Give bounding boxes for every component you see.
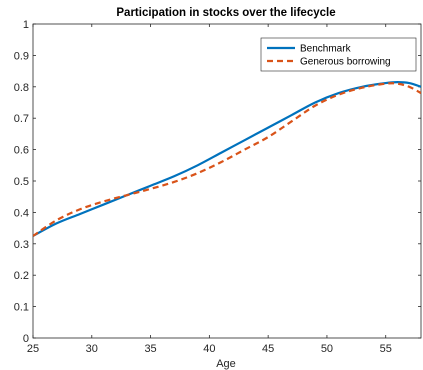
x-tick-label: 45 bbox=[262, 343, 274, 355]
legend: Benchmark Generous borrowing bbox=[260, 37, 417, 72]
y-tick-label: 0.6 bbox=[14, 145, 29, 157]
series-line-benchmark bbox=[33, 80, 421, 237]
y-tick-label: 0.2 bbox=[14, 270, 29, 282]
legend-label-benchmark: Benchmark bbox=[300, 44, 352, 55]
y-tick-label: 0 bbox=[23, 333, 29, 345]
legend-label-generous-borrowing: Generous borrowing bbox=[300, 57, 391, 68]
x-tick-label: 50 bbox=[321, 343, 333, 355]
y-tick-label: 1 bbox=[23, 19, 29, 31]
x-tick-label: 30 bbox=[86, 343, 98, 355]
legend-box bbox=[260, 37, 417, 72]
x-axis-title: Age bbox=[216, 358, 236, 370]
series-line-generous-borrowing bbox=[33, 82, 421, 237]
x-tick-label: 35 bbox=[144, 343, 156, 355]
y-tick-label: 0.4 bbox=[14, 207, 29, 219]
x-tick-label: 25 bbox=[27, 343, 39, 355]
y-tick-label: 0.3 bbox=[14, 239, 29, 251]
y-tick-label: 0.5 bbox=[14, 176, 29, 188]
y-tick-label: 0.9 bbox=[14, 50, 29, 62]
y-tick-label: 0.8 bbox=[14, 82, 29, 94]
x-tick-label: 40 bbox=[203, 343, 215, 355]
plot-area: 25 30 35 40 45 50 55 0 0.1 0.2 0.3 0.4 0.5 0.6 0.7 0.8 0… bbox=[14, 19, 422, 355]
x-tick-label: 55 bbox=[380, 343, 392, 355]
y-tick-label: 0.1 bbox=[14, 302, 29, 314]
chart-title: Participation in stocks over the lifecyc… bbox=[116, 7, 335, 19]
y-tick-label: 0.7 bbox=[14, 113, 29, 125]
